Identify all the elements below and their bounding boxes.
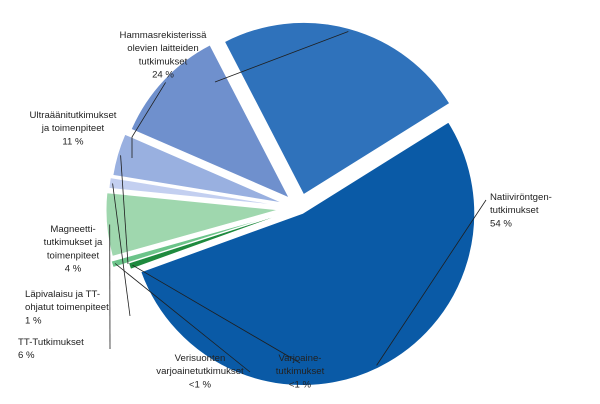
slice-value-label: 11 %: [62, 136, 84, 147]
pie-slice: [130, 44, 290, 199]
leader-line: [131, 82, 166, 158]
slice-label: Ultraäänitutkimukset ja toimenpiteet 11 %: [30, 110, 117, 147]
slice-label: Verisuonten varjoainetutkimukset <1 %: [156, 353, 244, 390]
pie-slice: [110, 214, 278, 268]
slice-name-label: ja toimenpiteet: [41, 123, 105, 134]
slice-label: TT-Tutkimukset 6 %: [18, 337, 84, 361]
slice-name-label: tutkimukset ja: [44, 237, 103, 248]
slice-name-label: tutkimukset: [276, 366, 325, 377]
slice-name-label: tutkimukset: [490, 205, 539, 216]
slice-value-label: <1 %: [289, 379, 312, 390]
leader-line: [132, 264, 301, 364]
slice-name-label: toimenpiteet: [47, 250, 100, 261]
pie-slice: [140, 121, 476, 386]
slice-value-label: 4 %: [65, 264, 82, 275]
leader-line: [214, 31, 349, 83]
slice-value-label: 24 %: [152, 70, 174, 81]
pie-slice: [112, 133, 283, 204]
pie-slice: [108, 177, 281, 206]
slice-value-label: <1 %: [189, 379, 212, 390]
pie-slice: [224, 22, 451, 196]
slice-name-label: Ultraäänitutkimukset: [30, 110, 117, 121]
slice-name-label: varjoainetutkimukset: [156, 366, 244, 377]
slice-label: Natiiviröntgen-tutkimukset 54 %: [490, 192, 552, 229]
slice-value-label: 1 %: [25, 315, 42, 326]
slice-name-label: Varjoaine-: [278, 353, 321, 364]
slice-name-label: tutkimukset: [139, 56, 188, 67]
slice-value-label: 54 %: [490, 218, 512, 229]
pie-slice: [105, 192, 279, 257]
slice-name-label: olevien laitteiden: [127, 43, 198, 54]
leader-line: [120, 155, 129, 265]
slice-name-label: ohjatut toimenpiteet: [25, 302, 109, 313]
slice-label: Magneetti-tutkimukset ja toimenpiteet 4 %: [44, 224, 103, 275]
slice-value-label: 6 %: [18, 350, 35, 361]
leader-line: [376, 199, 487, 366]
slice-name-label: Magneetti-: [50, 224, 95, 235]
leader-line: [114, 263, 251, 373]
slice-name-label: Läpivalaisu ja TT-: [25, 289, 100, 300]
slice-name-label: Verisuonten: [175, 353, 226, 364]
pie-slice: [128, 210, 293, 270]
slice-label: Läpivalaisu ja TT-ohjatut toimenpiteet 1 …: [25, 289, 109, 326]
slice-name-label: Hammasrekisterissä: [120, 30, 208, 41]
leader-line: [112, 183, 131, 317]
slice-name-label: Natiiviröntgen-: [490, 192, 552, 203]
slice-label: Varjoaine-tutkimukset <1 %: [276, 353, 325, 390]
slice-label: Hammasrekisterissä olevien laitteiden tutk…: [120, 30, 208, 81]
slice-name-label: TT-Tutkimukset: [18, 337, 84, 348]
